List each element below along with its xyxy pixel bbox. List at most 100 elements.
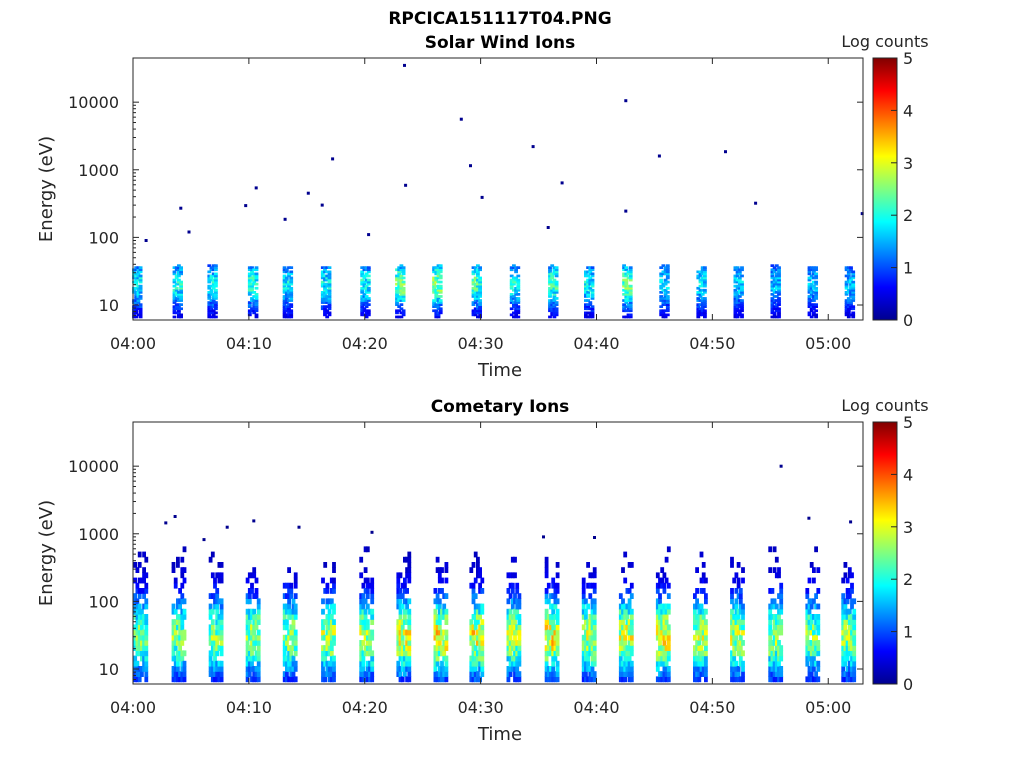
heatmap-cell [282,268,287,272]
heatmap-cell [284,315,289,319]
heatmap-cell [214,291,218,294]
heatmap-cell [133,634,138,641]
heatmap-cell [544,671,549,677]
heatmap-cell [554,282,559,286]
heatmap-cell [176,676,180,683]
heatmap-cell [172,315,177,319]
heatmap-cell [480,619,485,625]
heatmap-cell [703,303,707,306]
heatmap-cell [132,272,136,276]
heatmap-cell [436,307,441,311]
heatmap-cell [360,282,365,286]
heatmap-cell [777,313,781,317]
heatmap-cell [814,272,818,276]
heatmap-cell [362,276,367,280]
heatmap-cell [325,297,330,300]
heatmap-cell [658,603,662,610]
heatmap-cell [254,282,259,286]
heatmap-cell [432,303,436,306]
heatmap-cell [405,666,409,672]
heatmap-cell [544,562,549,568]
heatmap-cell [730,655,734,662]
heatmap-cell [478,650,482,657]
heatmap-cell [770,297,775,300]
heatmap-cell [736,629,741,636]
heatmap-cell [546,629,551,636]
heatmap-cell [178,629,182,636]
heatmap-cell [293,608,298,615]
heatmap-cell [399,270,404,274]
y-tick-label: 1000 [78,161,119,180]
heatmap-cell [172,288,177,292]
heatmap-cell [138,315,143,319]
heatmap-cell [550,272,555,276]
heatmap-cell [250,629,254,636]
heatmap-cell [663,293,668,296]
heatmap-cell [285,666,289,672]
heatmap-cell [768,650,773,657]
heatmap-cell [662,588,667,594]
outlier-point [297,525,301,529]
heatmap-cell [807,286,812,290]
heatmap-cell [845,619,850,625]
heatmap-cell [693,676,697,683]
heatmap-cell [586,266,590,269]
outlier-point [624,99,628,103]
heatmap-cell [700,276,705,280]
heatmap-cell [219,562,224,568]
heatmap-cell [814,274,818,278]
heatmap-cell [514,266,518,269]
outlier-point [370,530,374,534]
heatmap-cell [812,291,816,294]
heatmap-cell [407,619,412,625]
heatmap-cell [180,671,185,677]
heatmap-cell [513,556,517,563]
heatmap-cell [544,634,549,641]
heatmap-cell [365,671,370,677]
heatmap-cell [586,624,590,631]
heatmap-cell [478,603,482,610]
heatmap-cell [517,650,522,657]
heatmap-cell [177,297,181,300]
heatmap-cell [332,676,336,683]
heatmap-cell [550,303,555,306]
heatmap-cell [514,315,518,319]
heatmap-cell [517,614,522,620]
outlier-point [403,63,406,67]
heatmap-cell [662,608,667,615]
heatmap-cell [435,629,440,636]
heatmap-cell [401,295,406,298]
heatmap-cell [699,577,704,584]
heatmap-cell [662,676,667,683]
heatmap-cell [329,603,334,610]
heatmap-cell [471,270,476,274]
heatmap-cell [655,619,660,625]
heatmap-cell [770,311,775,315]
heatmap-cell [325,291,330,294]
heatmap-cell [256,671,261,677]
heatmap-cell [658,660,662,667]
x-tick-label: 04:40 [573,334,619,353]
heatmap-cell [252,671,257,677]
heatmap-cell [368,650,372,657]
heatmap-cell [135,671,140,677]
heatmap-cell [254,577,259,584]
heatmap-cell [664,666,669,672]
heatmap-cell [254,305,259,308]
heatmap-cell [733,288,738,292]
heatmap-cell [478,299,482,302]
heatmap-cell [325,582,330,589]
heatmap-cell [665,264,670,267]
heatmap-cell [844,305,849,308]
heatmap-cell [287,286,291,290]
heatmap-cell [396,640,401,646]
heatmap-cell [478,268,482,272]
heatmap-cell [850,645,854,651]
heatmap-cell [696,274,701,278]
heatmap-cell [469,634,474,641]
heatmap-cell [703,270,707,274]
heatmap-cell [219,614,224,620]
heatmap-cell [618,614,623,620]
heatmap-cell [693,608,697,615]
heatmap-cell [553,676,558,683]
